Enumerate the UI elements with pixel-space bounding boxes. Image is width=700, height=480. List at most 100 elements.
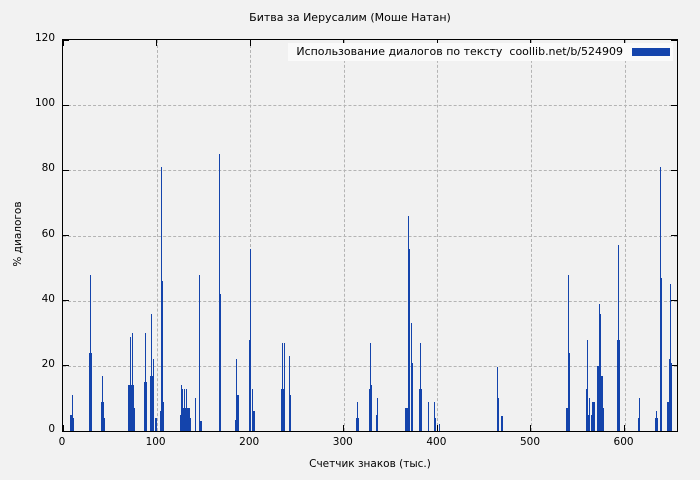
x-tick-mark-top [249, 40, 251, 46]
data-bar [280, 388, 283, 431]
x-gridline [156, 40, 158, 431]
data-bar [89, 274, 91, 431]
x-tick-label: 500 [519, 436, 541, 448]
data-bar [601, 408, 604, 431]
data-bar [420, 343, 422, 431]
data-bar [638, 398, 640, 431]
data-bar [654, 417, 656, 431]
data-bar [369, 388, 371, 431]
data-bar [128, 385, 131, 431]
data-bar [184, 388, 186, 431]
data-bar [434, 401, 436, 431]
data-bar [133, 408, 136, 431]
data-bar [218, 154, 220, 431]
y-tick-mark-right [671, 39, 677, 41]
data-bar [281, 343, 283, 431]
data-bar [181, 408, 183, 431]
data-bar [588, 414, 590, 431]
legend-color-swatch-icon [632, 47, 670, 56]
data-bar [617, 339, 619, 431]
data-bar [669, 359, 671, 431]
data-bar [183, 408, 185, 431]
data-bar [420, 388, 422, 431]
data-bar [592, 401, 595, 431]
data-bar [194, 411, 196, 431]
legend: Использование диалогов по тексту coollib… [288, 43, 673, 61]
data-bar [186, 408, 189, 431]
y-tick-mark-right [671, 104, 677, 106]
x-tick-label: 400 [426, 436, 447, 448]
y-gridline [63, 170, 677, 172]
data-bar [234, 419, 237, 431]
y-tick-mark-right [671, 300, 677, 302]
data-bar [89, 352, 92, 431]
y-gridline [63, 235, 677, 237]
data-bar [152, 359, 154, 431]
data-bar [597, 365, 600, 431]
data-bar [91, 414, 93, 431]
data-bar [667, 401, 670, 431]
data-bar [283, 343, 285, 431]
x-tick-mark [436, 425, 438, 431]
x-gridline [250, 40, 252, 431]
y-tick-mark-right [671, 365, 677, 367]
data-bar [143, 382, 146, 431]
x-tick-mark [530, 425, 532, 431]
data-bar [131, 333, 133, 431]
data-bar [145, 382, 147, 431]
data-bar [288, 356, 290, 431]
x-tick-mark [343, 425, 345, 431]
data-bar [408, 248, 410, 431]
data-bar [600, 375, 603, 431]
data-bar [591, 401, 593, 431]
data-bar [376, 414, 378, 431]
x-tick-mark-top [156, 40, 158, 46]
x-tick-mark-top [62, 40, 64, 46]
chart-title: Битва за Иерусалим (Моше Натан) [249, 11, 451, 24]
y-tick-label: 120 [34, 32, 55, 44]
data-bar [252, 388, 254, 431]
y-tick-label: 60 [41, 227, 55, 240]
x-tick-label: 300 [332, 436, 353, 448]
data-bar [369, 343, 371, 431]
y-tick-mark-right [671, 169, 677, 171]
data-bar [70, 414, 73, 431]
data-bar [591, 414, 593, 431]
y-tick-mark [63, 430, 69, 432]
x-gridline [624, 40, 626, 431]
data-bar [199, 421, 202, 431]
data-bar [189, 417, 191, 431]
data-bar [161, 281, 163, 431]
data-bar [617, 245, 619, 431]
plot-area: Использование диалогов по тексту coollib… [62, 39, 678, 432]
x-tick-label: 600 [613, 436, 634, 448]
data-bar [419, 388, 421, 431]
x-tick-mark [624, 425, 626, 431]
data-bar [145, 333, 147, 431]
data-bar [357, 417, 359, 431]
data-bar [377, 398, 379, 431]
y-gridline [63, 105, 677, 107]
y-tick-mark [63, 104, 69, 106]
y-tick-label: 100 [34, 97, 55, 110]
data-bar [130, 385, 133, 431]
data-bar [497, 367, 499, 431]
data-bar [600, 313, 602, 431]
y-tick-label: 80 [41, 162, 55, 175]
data-bar [638, 417, 640, 431]
data-bar [289, 395, 292, 431]
data-bar [182, 388, 184, 431]
data-bar [198, 352, 200, 431]
data-bar [496, 398, 498, 431]
y-tick-mark [63, 300, 69, 302]
data-bar [586, 339, 588, 431]
data-bar [656, 417, 658, 431]
y-tick-mark-right [671, 235, 677, 236]
data-bar [498, 398, 500, 431]
data-bar [357, 401, 359, 431]
data-bar [100, 401, 103, 431]
y-tick-mark-right [671, 430, 677, 432]
data-bar [160, 167, 162, 431]
x-gridline [343, 40, 345, 431]
